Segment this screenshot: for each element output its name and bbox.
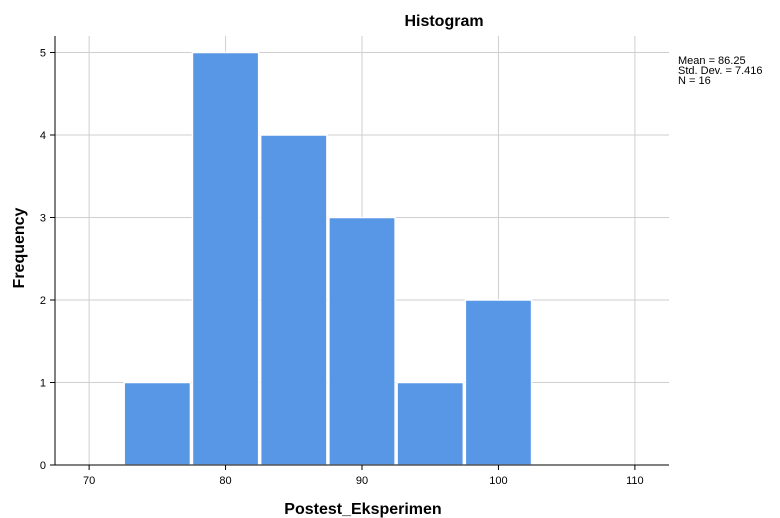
- y-tick-label: 0: [40, 460, 46, 472]
- stats-n: N = 16: [678, 75, 711, 87]
- x-axis-title: Postest_Eksperimen: [284, 501, 441, 518]
- x-tick-labels: 70 80 90 100 110: [83, 465, 644, 487]
- y-tick-label: 4: [40, 130, 46, 142]
- y-tick-label: 2: [40, 295, 46, 307]
- x-tick-label: 90: [356, 475, 368, 487]
- histogram-bar: [328, 216, 396, 466]
- x-tick-label: 80: [219, 475, 231, 487]
- histogram-bar: [123, 381, 192, 466]
- y-axis-title: Frequency: [11, 207, 28, 288]
- stats-std-dev: Std. Dev. = 7.416: [678, 65, 763, 77]
- histogram-bar: [191, 51, 260, 466]
- stats-legend: Mean = 86.25 Std. Dev. = 7.416 N = 16: [678, 55, 763, 87]
- chart-title: Histogram: [404, 13, 483, 30]
- stats-mean: Mean = 86.25: [678, 55, 746, 67]
- histogram-bar: [396, 381, 465, 466]
- histogram-bar: [259, 134, 328, 466]
- y-tick-label: 1: [40, 378, 46, 390]
- y-tick-label: 5: [40, 48, 46, 60]
- bars: [123, 51, 533, 466]
- x-tick-label: 100: [489, 475, 507, 487]
- x-tick-label: 110: [626, 475, 644, 487]
- histogram-bar: [464, 299, 533, 466]
- y-tick-label: 3: [40, 213, 46, 225]
- y-tick-labels: 0 1 2 3 4 5: [40, 48, 55, 472]
- x-tick-label: 70: [83, 475, 95, 487]
